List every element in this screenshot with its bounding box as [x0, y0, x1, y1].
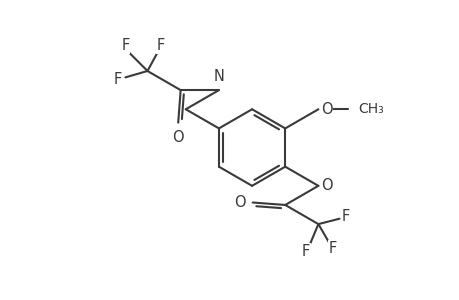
Text: F: F [301, 244, 309, 259]
Text: O: O [172, 130, 184, 145]
Text: O: O [320, 102, 332, 117]
Text: CH₃: CH₃ [358, 102, 384, 116]
Text: F: F [114, 72, 122, 87]
Text: O: O [233, 195, 245, 210]
Text: F: F [328, 241, 336, 256]
Text: F: F [341, 209, 349, 224]
Text: F: F [157, 38, 165, 53]
Text: O: O [320, 178, 332, 193]
Text: N: N [213, 69, 224, 84]
Text: F: F [121, 38, 129, 53]
